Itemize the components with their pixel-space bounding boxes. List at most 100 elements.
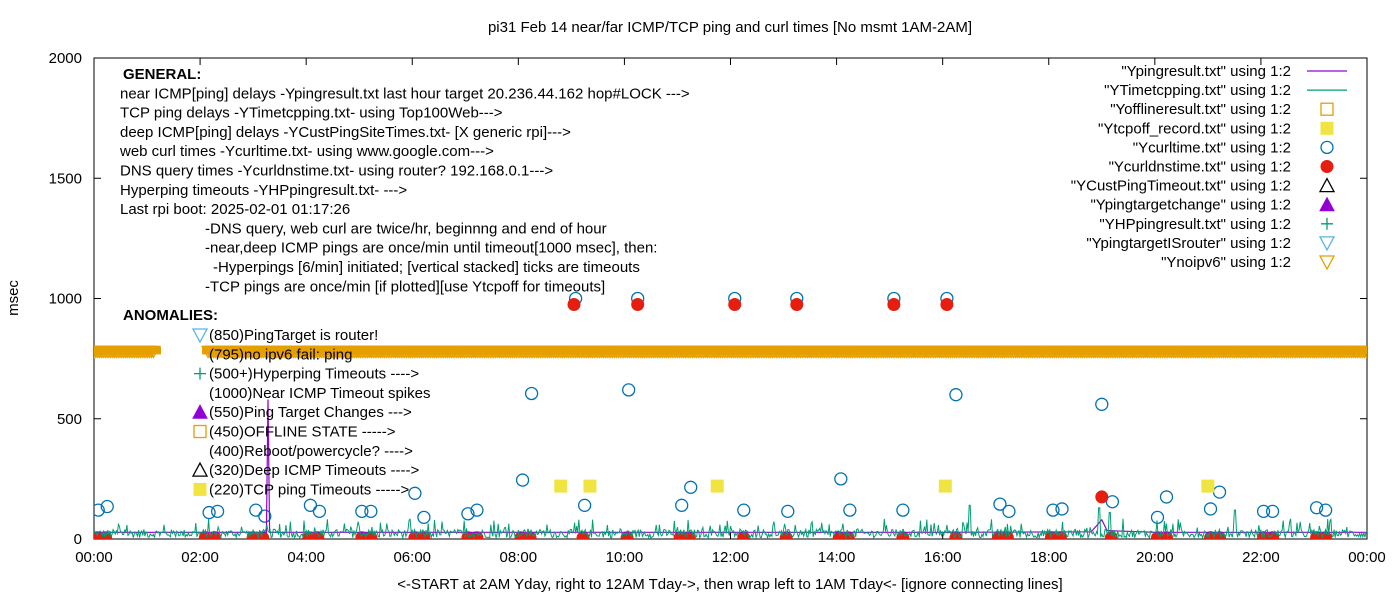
data-point (1046, 503, 1060, 517)
data-point (470, 503, 484, 517)
data-point (1159, 490, 1174, 504)
anomaly-key-marker (191, 328, 209, 344)
x-tick-label: 08:00 (500, 549, 538, 566)
noipv6-band (94, 346, 161, 355)
x-tick-label: 10:00 (606, 549, 644, 566)
series-0 (94, 291, 1333, 525)
anomaly-key-marker (194, 367, 206, 380)
y-axis-label: msec (5, 280, 22, 316)
x-tick-label: 14:00 (818, 549, 856, 566)
data-point (524, 386, 539, 401)
data-point (631, 298, 645, 312)
legend-label: "Ypingresult.txt" using 1:2 (1121, 63, 1291, 80)
data-point (567, 298, 581, 312)
x-tick-label: 06:00 (393, 549, 431, 566)
anomaly-key-label: (450)OFFLINE STATE -----> (209, 424, 396, 441)
tcp-ping-line (94, 504, 1367, 539)
data-point (938, 479, 952, 493)
data-point (675, 498, 689, 512)
data-point (1105, 495, 1120, 509)
annotation-line: GENERAL: (123, 66, 201, 83)
data-point (1265, 504, 1280, 518)
data-point (202, 505, 216, 520)
data-point (312, 504, 327, 518)
x-tick-label: 18:00 (1030, 549, 1068, 566)
legend-label: "YCustPingTimeout.txt" using 1:2 (1071, 178, 1291, 195)
anomaly-key-marker (191, 461, 209, 477)
x-tick-label: 00:00 (1348, 549, 1386, 566)
anomaly-key-label: (1000)Near ICMP Timeout spikes (209, 385, 430, 402)
data-point (303, 498, 318, 512)
data-point (258, 509, 272, 523)
data-point (364, 504, 378, 518)
legend-label: "YHPpingresult.txt" using 1:2 (1099, 216, 1291, 233)
series-4 (94, 399, 1367, 533)
legend-label: "Ycurldnstime.txt" using 1:2 (1109, 159, 1291, 176)
data-point (94, 503, 105, 517)
y-tick-label: 2000 (49, 50, 82, 67)
data-point (1309, 501, 1324, 515)
annotation-line: -DNS query, web curl are twice/hr, begin… (205, 220, 607, 237)
y-tick-label: 500 (57, 411, 82, 428)
annotation-line: ANOMALIES: (123, 307, 218, 324)
annotations: GENERAL: near ICMP[ping] delays -Ypingres… (119, 66, 690, 498)
data-point (515, 473, 530, 487)
annotation-line: -Hyperpings [6/min] initiated; [vertical… (213, 259, 640, 276)
legend-marker (1320, 140, 1334, 155)
x-tick-label: 12:00 (712, 549, 750, 566)
data-point (887, 298, 901, 312)
anomaly-key-label: (400)Reboot/powercycle? ----> (209, 443, 413, 460)
anomaly-key-label: (850)PingTarget is router! (209, 327, 378, 344)
anomaly-key-marker (193, 424, 207, 439)
series-3 (94, 345, 1367, 359)
data-point (940, 298, 954, 312)
data-point (684, 480, 698, 494)
y-tick-label: 1500 (49, 170, 82, 187)
ping-line (94, 399, 1367, 533)
anomaly-key-label: (320)Deep ICMP Timeouts ----> (209, 462, 419, 479)
legend-marker (1318, 236, 1336, 252)
x-tick-label: 04:00 (287, 549, 325, 566)
annotation-line: Hyperping timeouts -YHPpingresult.txt- -… (120, 182, 407, 199)
annotation-line: -near,deep ICMP pings are once/min until… (205, 240, 657, 257)
data-point (737, 503, 751, 517)
plot-area (94, 291, 1367, 539)
data-point (790, 298, 804, 312)
legend-label: "YTimetcpping.txt" using 1:2 (1104, 82, 1291, 99)
annotation-line: -TCP pings are once/min [if plotted][use… (205, 278, 605, 295)
anomaly-key-marker (192, 404, 208, 419)
x-axis-label: <-START at 2AM Yday, right to 12AM Tday-… (397, 576, 1062, 593)
data-point (100, 499, 114, 514)
y-tick-label: 1000 (49, 291, 82, 308)
data-point (577, 498, 592, 512)
legend-label: "Ytcpoff_record.txt" using 1:2 (1098, 120, 1291, 137)
legend-label: "Ypingtargetchange" using 1:2 (1090, 197, 1291, 214)
data-point (728, 298, 742, 312)
anomaly-key-label: (220)TCP ping Timeouts -----> (209, 481, 409, 498)
legend-marker (1320, 121, 1334, 135)
chart-title: pi31 Feb 14 near/far ICMP/TCP ping and c… (488, 19, 972, 36)
data-point (1095, 397, 1109, 411)
x-tick-label: 20:00 (1136, 549, 1174, 566)
series-2 (554, 479, 1215, 493)
x-tick-label: 22:00 (1242, 549, 1280, 566)
anomaly-key-marker (193, 482, 207, 496)
anomaly-key-label: (550)Ping Target Changes ---> (209, 404, 412, 421)
data-point (834, 472, 848, 486)
data-point (210, 504, 225, 518)
data-point (1095, 490, 1109, 504)
annotation-line: web curl times -Ycurltime.txt- using www… (119, 143, 494, 160)
legend-label: "Ycurltime.txt" using 1:2 (1133, 139, 1291, 156)
data-point (1055, 502, 1069, 516)
annotation-line: DNS query times -Ycurldnstime.txt- using… (120, 163, 553, 180)
data-point (249, 503, 263, 517)
data-point (1000, 531, 1014, 539)
data-point (554, 479, 568, 493)
data-point (1318, 503, 1333, 517)
data-point (622, 383, 636, 397)
legend-marker (1318, 177, 1336, 193)
axis-ticks: 00:00 02:00 04:00 06:00 08:00 10:00 12:00 14:00… (49, 50, 1386, 566)
legend-marker (1320, 102, 1334, 116)
y-tick-label: 0 (74, 531, 82, 548)
